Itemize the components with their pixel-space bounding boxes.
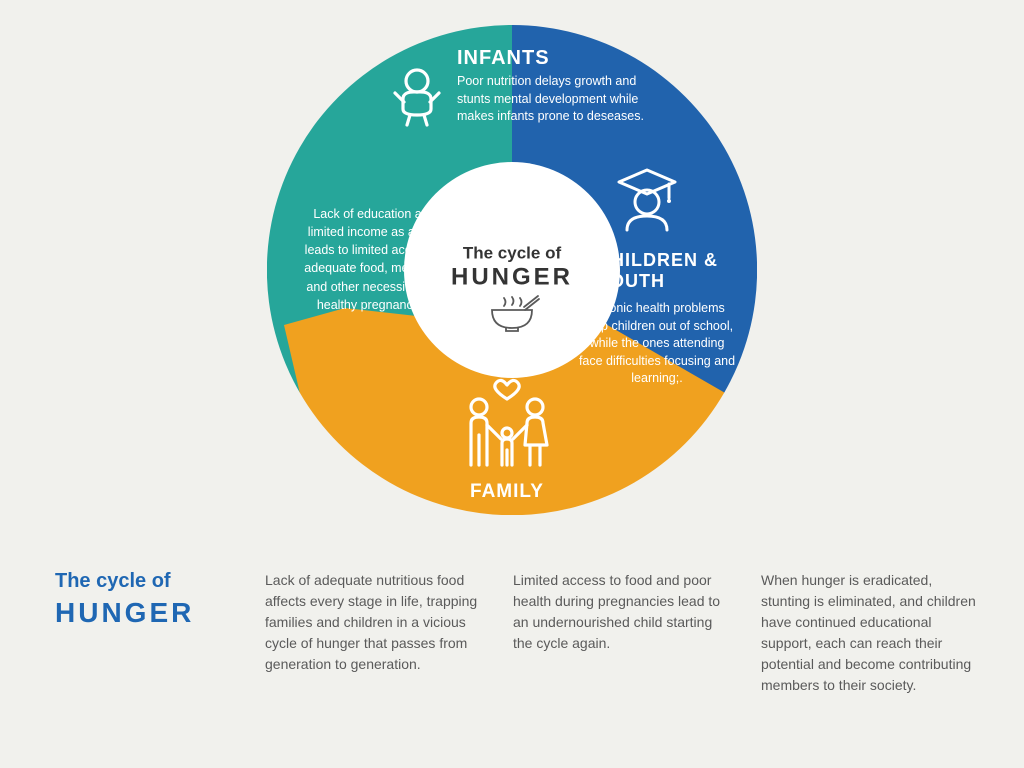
bottom-title-line2: HUNGER — [55, 597, 235, 629]
children-title: CHILDREN & YOUTH — [597, 250, 732, 291]
bottom-title-line1: The cycle of — [55, 570, 235, 593]
bottom-col-1: Lack of adequate nutritious food affects… — [265, 570, 483, 696]
infants-body: Poor nutrition delays growth and stunts … — [457, 73, 667, 126]
cycle-diagram: The cycle of HUNGER INFANTS Poor nutriti… — [267, 25, 757, 515]
family-title: FAMILY — [447, 481, 567, 503]
bottom-title: The cycle of HUNGER — [55, 570, 235, 696]
children-body: Chronic health problems keep children ou… — [577, 300, 737, 388]
infants-title: INFANTS — [457, 47, 657, 70]
family-body: Lack of education and limited income as … — [302, 205, 447, 314]
bottom-col-3: When hunger is eradicated, stunting is e… — [761, 570, 979, 696]
bottom-col-2: Limited access to food and poor health d… — [513, 570, 731, 696]
bottom-section: The cycle of HUNGER Lack of adequate nut… — [55, 570, 979, 696]
